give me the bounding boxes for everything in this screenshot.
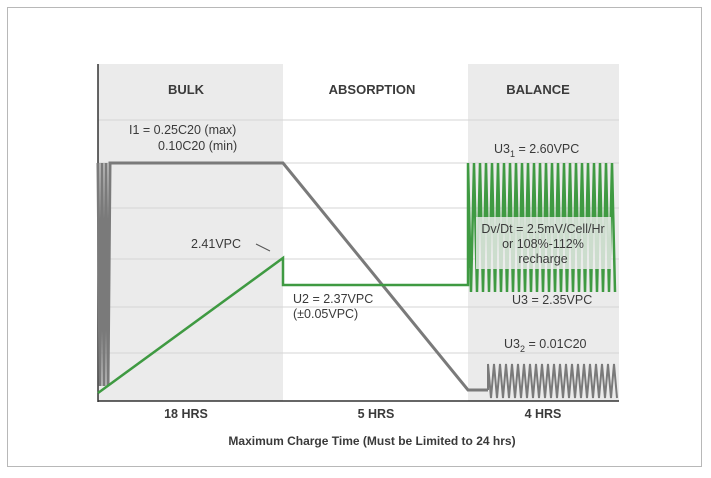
duration-label-bulk: 18 HRS	[164, 407, 208, 421]
duration-label-absorption: 5 HRS	[358, 407, 395, 421]
voltage-profile-line	[97, 255, 470, 395]
i1-min-label: 0.10C20 (min)	[158, 139, 237, 153]
v-2-41-label: 2.41VPC	[191, 237, 241, 251]
u2-label: U2 = 2.37VPC	[293, 292, 373, 306]
phase-label-balance: BALANCE	[506, 82, 570, 97]
current-oscillation	[487, 363, 618, 399]
u3-1-label: U31 = 2.60VPC	[494, 142, 579, 159]
v-2-41-pointer	[255, 243, 271, 252]
u3-2-label: U32 = 0.01C20	[504, 337, 587, 354]
chart-caption: Maximum Charge Time (Must be Limited to …	[228, 434, 515, 448]
duration-label-balance: 4 HRS	[525, 407, 562, 421]
u2-tolerance-label: (±0.05VPC)	[293, 307, 358, 321]
u3-low-label: U3 = 2.35VPC	[512, 293, 592, 307]
phase-label-bulk: BULK	[168, 82, 205, 97]
current-profile-line	[96, 161, 488, 392]
phase-label-absorption: ABSORPTION	[329, 82, 416, 97]
dvdt-label-line3: recharge	[518, 252, 567, 266]
bulk-shade	[98, 64, 283, 401]
dvdt-label-line1: Dv/Dt = 2.5mV/Cell/Hr	[481, 222, 604, 236]
dvdt-label-line2: or 108%-112%	[502, 237, 584, 251]
dvdt-label-backing	[476, 217, 611, 269]
i1-max-label: I1 = 0.25C20 (max)	[129, 123, 236, 137]
